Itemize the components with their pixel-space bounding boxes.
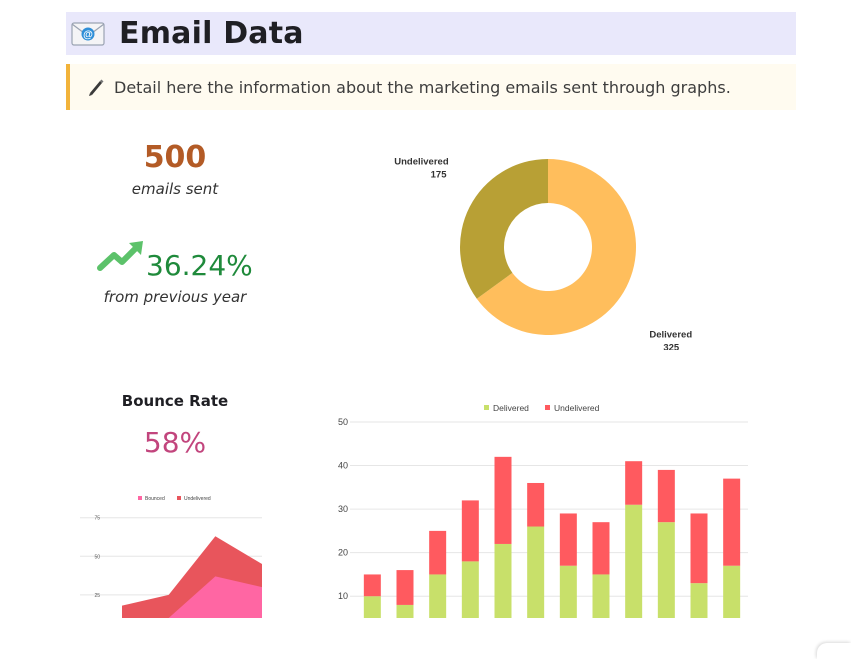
bar-legend-label: Undelivered	[554, 403, 600, 413]
area-legend-label: Bounced	[145, 496, 165, 502]
donut-slice-undelivered	[460, 159, 548, 299]
corner-widget	[817, 643, 851, 659]
bar-undelivered	[723, 478, 741, 566]
bounce-rate-title: Bounce Rate	[121, 392, 229, 410]
donut-label: Delivered	[649, 330, 692, 341]
bar-undelivered	[690, 513, 708, 584]
area-y-tick: 50	[94, 554, 100, 560]
bar-undelivered	[396, 570, 414, 605]
bar-undelivered	[527, 482, 545, 527]
trend-up-arrow-icon	[97, 241, 143, 271]
svg-text:@: @	[83, 29, 93, 40]
bar-delivered	[723, 565, 741, 618]
area-legend-swatch	[138, 496, 142, 500]
bar-delivered	[592, 574, 610, 618]
bar-y-tick: 30	[338, 504, 348, 514]
bar-legend-label: Delivered	[493, 403, 529, 413]
callout-box: Detail here the information about the ma…	[66, 64, 796, 110]
callout-text: Detail here the information about the ma…	[114, 77, 731, 97]
bar-undelivered	[429, 530, 447, 575]
bar-legend-swatch	[484, 405, 489, 410]
emails-sent-value: 500	[143, 140, 207, 175]
bar-undelivered	[461, 500, 479, 562]
bar-y-tick: 50	[338, 417, 348, 427]
envelope-icon: @	[71, 21, 105, 46]
bar-undelivered	[592, 522, 610, 575]
bar-y-tick: 20	[338, 548, 348, 558]
area-y-tick: 75	[94, 516, 100, 522]
bounce-rate-value: 58%	[143, 426, 207, 459]
page-header: @ Email Data	[66, 12, 796, 55]
area-y-tick: 25	[94, 593, 100, 599]
pen-icon	[89, 79, 104, 96]
stacked-bar-chart: 10 20 30 40 50 Delivered Undelivered	[338, 403, 748, 618]
area-legend-swatch	[177, 496, 181, 500]
area-chart: 25 50 75 Bounced Undelivered	[80, 496, 262, 618]
bar-delivered	[429, 574, 447, 618]
donut-value: 325	[663, 343, 680, 350]
growth-label: from previous year	[103, 288, 247, 306]
area-series-bounced	[122, 576, 262, 618]
bar-undelivered	[625, 461, 643, 505]
bar-delivered	[559, 565, 577, 618]
bar-delivered	[657, 522, 675, 618]
donut-label: Undelivered	[394, 156, 449, 167]
bar-y-tick: 10	[338, 591, 348, 601]
donut-value: 175	[431, 169, 448, 180]
bar-y-tick: 40	[338, 461, 348, 471]
bar-undelivered	[494, 456, 512, 544]
bar-legend-swatch	[545, 405, 550, 410]
bar-undelivered	[559, 513, 577, 566]
area-legend-label: Undelivered	[184, 496, 211, 502]
bar-delivered	[494, 543, 512, 618]
bar-delivered	[396, 604, 414, 618]
bar-undelivered	[657, 469, 675, 523]
donut-slice-delivered	[476, 159, 636, 335]
bar-undelivered	[363, 574, 381, 597]
emails-sent-label: emails sent	[131, 180, 219, 198]
bar-delivered	[363, 596, 381, 618]
bar-delivered	[527, 526, 545, 618]
donut-chart: Delivered 325 Undelivered 175	[394, 156, 692, 350]
growth-value: 36.24%	[146, 249, 253, 282]
page-title: Email Data	[119, 16, 304, 51]
bar-delivered	[690, 583, 708, 618]
bar-delivered	[461, 561, 479, 618]
bar-delivered	[625, 504, 643, 618]
